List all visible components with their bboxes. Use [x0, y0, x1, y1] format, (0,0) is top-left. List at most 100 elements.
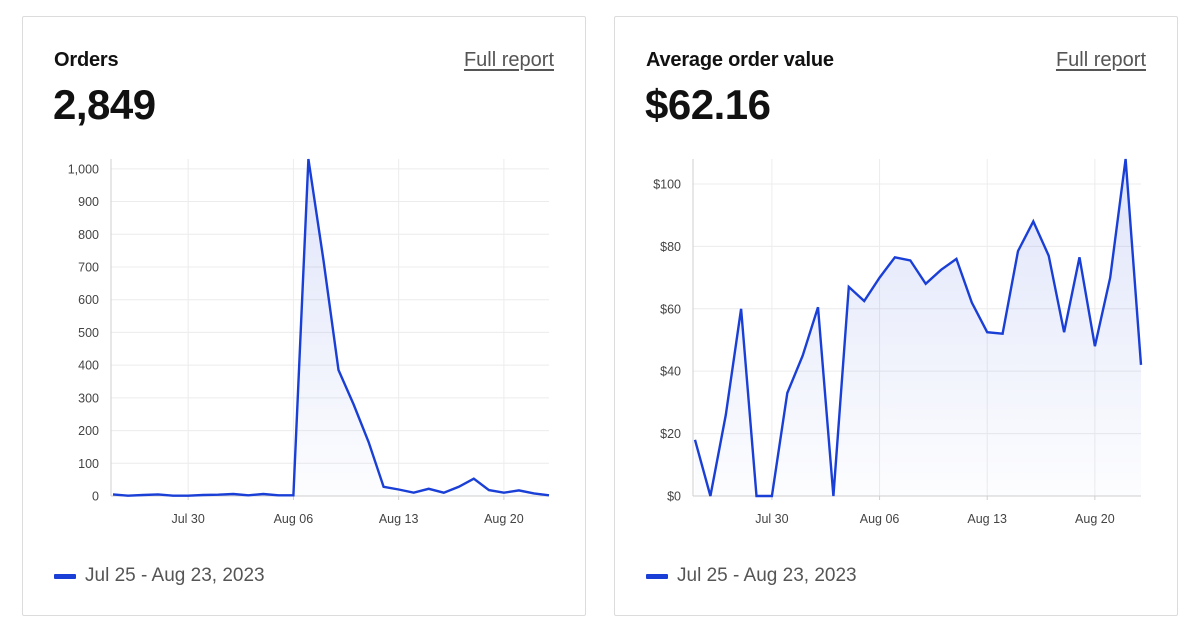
- y-tick-label: $80: [660, 240, 681, 254]
- card-value: 2,849: [53, 81, 156, 128]
- data-point[interactable]: [486, 487, 492, 493]
- chart-legend: Jul 25 - Aug 23, 2023: [54, 565, 265, 587]
- legend-label: Jul 25 - Aug 23, 2023: [677, 565, 857, 586]
- y-tick-label: 500: [78, 326, 99, 340]
- data-point[interactable]: [125, 493, 131, 499]
- data-point[interactable]: [336, 367, 342, 373]
- x-tick-label: Aug 06: [860, 512, 900, 526]
- data-point[interactable]: [200, 492, 206, 498]
- data-point[interactable]: [351, 401, 357, 407]
- y-tick-label: 800: [78, 228, 99, 242]
- data-point[interactable]: [531, 490, 537, 496]
- data-point[interactable]: [546, 492, 552, 498]
- legend-swatch: [646, 573, 668, 579]
- data-point[interactable]: [953, 256, 959, 262]
- average-order-value-chart: $0 $20 $40 $60 $80 $100 Jul 30 Aug 06 Aug 13 Aug …: [653, 156, 1144, 526]
- data-point[interactable]: [861, 298, 867, 304]
- orders-card: Orders Full report 2,849 0 100 200 300 400 50…: [22, 16, 586, 616]
- data-point[interactable]: [305, 156, 311, 162]
- data-point[interactable]: [381, 484, 387, 490]
- data-point[interactable]: [411, 490, 417, 496]
- data-point[interactable]: [723, 412, 729, 418]
- data-point[interactable]: [170, 493, 176, 499]
- y-tick-label: $100: [653, 177, 681, 191]
- data-point[interactable]: [230, 491, 236, 497]
- data-point[interactable]: [800, 353, 806, 359]
- y-tick-label: $0: [667, 490, 681, 504]
- data-point[interactable]: [155, 491, 161, 497]
- data-point[interactable]: [426, 486, 432, 492]
- data-point[interactable]: [754, 493, 760, 499]
- data-point[interactable]: [140, 492, 146, 498]
- data-point[interactable]: [892, 254, 898, 260]
- data-point[interactable]: [215, 492, 221, 498]
- card-value: $62.16: [645, 81, 771, 128]
- full-report-link[interactable]: Full report: [1055, 49, 1146, 71]
- data-point[interactable]: [1061, 329, 1067, 335]
- data-point[interactable]: [1046, 253, 1052, 259]
- y-tick-label: 600: [78, 293, 99, 307]
- data-point[interactable]: [815, 304, 821, 310]
- data-point[interactable]: [260, 491, 266, 497]
- data-point[interactable]: [877, 275, 883, 281]
- data-point[interactable]: [185, 493, 191, 499]
- data-point[interactable]: [396, 486, 402, 492]
- data-point[interactable]: [830, 493, 836, 499]
- data-point[interactable]: [471, 476, 477, 482]
- data-point[interactable]: [456, 484, 462, 490]
- y-tick-label: 900: [78, 195, 99, 209]
- legend-swatch: [54, 573, 76, 579]
- data-point[interactable]: [516, 487, 522, 493]
- data-point[interactable]: [1000, 331, 1006, 337]
- y-tick-label: 200: [78, 424, 99, 438]
- full-report-link[interactable]: Full report: [463, 49, 554, 71]
- data-point[interactable]: [1123, 156, 1129, 162]
- data-point[interactable]: [692, 437, 698, 443]
- series-area: [695, 159, 1141, 496]
- data-point[interactable]: [969, 300, 975, 306]
- y-tick-label: 300: [78, 391, 99, 405]
- card-title: Average order value: [646, 49, 834, 71]
- series-line: [693, 158, 1143, 498]
- data-point[interactable]: [1015, 248, 1021, 254]
- data-point[interactable]: [320, 257, 326, 263]
- x-tick-label: Aug 13: [967, 512, 1007, 526]
- y-tick-label: 400: [78, 359, 99, 373]
- data-point[interactable]: [441, 490, 447, 496]
- average-order-value-card: Average order value Full report $62.16 $…: [614, 16, 1178, 616]
- data-point[interactable]: [707, 493, 713, 499]
- y-tick-label: 700: [78, 260, 99, 274]
- data-point[interactable]: [769, 493, 775, 499]
- data-point[interactable]: [290, 492, 296, 498]
- x-tick-label: Aug 13: [379, 512, 419, 526]
- data-point[interactable]: [1138, 362, 1144, 368]
- data-point[interactable]: [1076, 254, 1082, 260]
- data-point[interactable]: [366, 439, 372, 445]
- data-point[interactable]: [110, 491, 116, 497]
- y-tick-label: $60: [660, 302, 681, 316]
- data-point[interactable]: [1092, 343, 1098, 349]
- data-point[interactable]: [938, 267, 944, 273]
- y-tick-label: 0: [92, 490, 99, 504]
- data-point[interactable]: [275, 492, 281, 498]
- data-point[interactable]: [1107, 275, 1113, 281]
- x-tick-label: Jul 30: [171, 512, 204, 526]
- y-tick-label: 1,000: [68, 162, 99, 176]
- data-point[interactable]: [846, 284, 852, 290]
- x-tick-label: Aug 20: [1075, 512, 1115, 526]
- x-tick-label: Jul 30: [755, 512, 788, 526]
- data-point[interactable]: [923, 281, 929, 287]
- data-point[interactable]: [984, 329, 990, 335]
- x-tick-label: Aug 20: [484, 512, 524, 526]
- data-point[interactable]: [738, 306, 744, 312]
- data-point[interactable]: [245, 492, 251, 498]
- data-point[interactable]: [501, 490, 507, 496]
- y-tick-label: $20: [660, 427, 681, 441]
- data-point[interactable]: [1030, 218, 1036, 224]
- y-tick-label: $40: [660, 365, 681, 379]
- y-tick-label: 100: [78, 457, 99, 471]
- legend-label: Jul 25 - Aug 23, 2023: [85, 565, 265, 586]
- series-area: [113, 159, 549, 496]
- data-point[interactable]: [907, 257, 913, 263]
- data-point[interactable]: [784, 390, 790, 396]
